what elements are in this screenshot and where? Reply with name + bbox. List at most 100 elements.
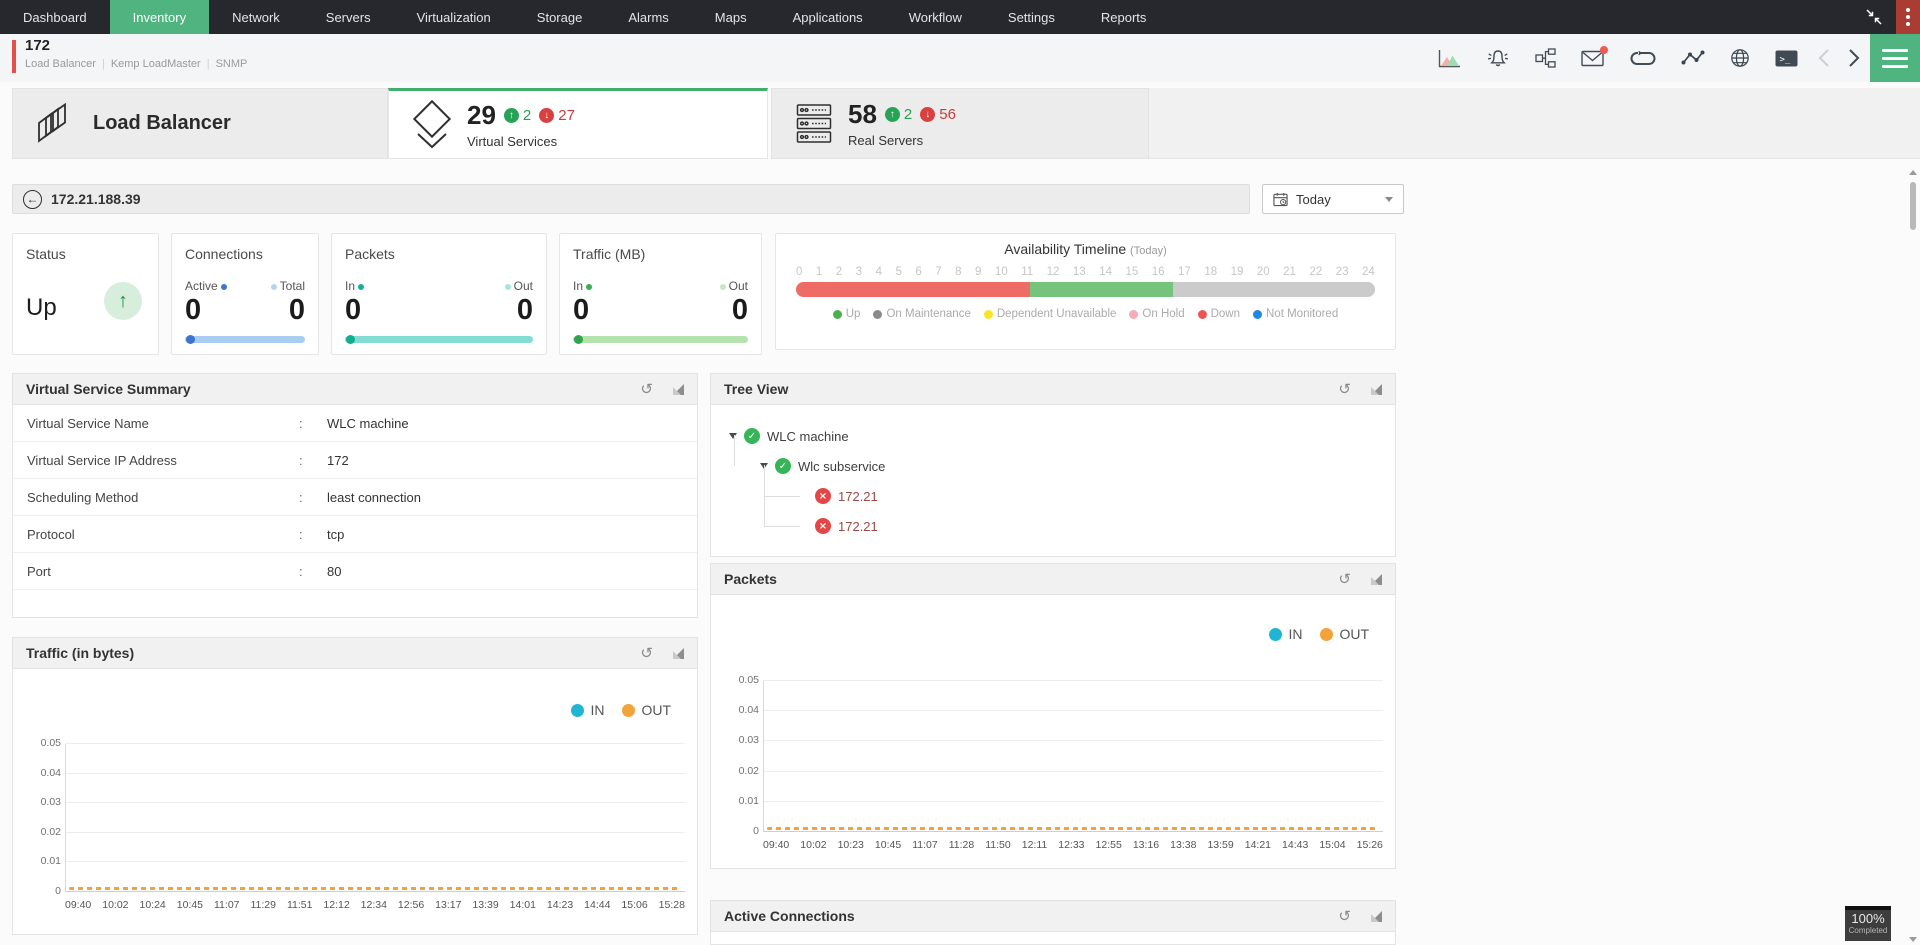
- expand-icon[interactable]: [673, 647, 684, 659]
- status-card: Status Up ↑: [12, 233, 159, 355]
- gridline: 0.01: [41, 855, 685, 867]
- date-range-select[interactable]: Today: [1262, 184, 1404, 214]
- summary-row-value: WLC machine: [327, 415, 409, 431]
- hour-label: 17: [1178, 266, 1191, 278]
- tree-node[interactable]: ✓ × Wlc subservice: [734, 435, 1395, 481]
- tab-title: Load Balancer: [93, 112, 231, 134]
- tree-node-label[interactable]: Wlc subservice: [798, 458, 886, 474]
- y-tick-label: 0: [55, 885, 61, 897]
- summary-row-label: Scheduling Method: [27, 489, 139, 505]
- x-tick-label: 10:24: [139, 899, 166, 911]
- menu-icon[interactable]: [1870, 34, 1920, 82]
- nav-item[interactable]: Alarms: [628, 9, 669, 25]
- x-tick-label: 10:02: [102, 899, 129, 911]
- rs-up-pill: ↑ 2: [884, 106, 912, 123]
- traffic-card: Traffic (MB) In Out 0 0: [559, 233, 762, 355]
- vs-down-pill: ↓ 27: [539, 107, 575, 124]
- summary-row: Scheduling Method : least connection: [13, 479, 697, 516]
- tab-real-servers[interactable]: 58 ↑ 2 ↓ 56 Real Servers: [771, 88, 1149, 159]
- mail-icon[interactable]: [1581, 45, 1608, 67]
- nav-item[interactable]: Servers: [325, 9, 371, 25]
- summary-row: Virtual Service Name : WLC machine: [13, 405, 697, 442]
- expand-arrow-icon[interactable]: [729, 433, 737, 439]
- terminal-icon[interactable]: >_: [1775, 50, 1798, 67]
- legend-item: On Maintenance: [873, 308, 971, 320]
- timeline-hours: 0 1 2 3 4 5 6 7 8 9 10 11 12 13 14 15 16 17 18 19 20 21 22 23 24: [796, 266, 1375, 278]
- nav-item[interactable]: Dashboard: [23, 9, 87, 25]
- status-up-icon: ↑: [104, 282, 142, 320]
- link-icon[interactable]: [1630, 50, 1656, 66]
- metric-dot: [586, 283, 593, 290]
- legend-item[interactable]: OUT: [622, 702, 671, 718]
- breadcrumb-item[interactable]: SNMP: [201, 58, 248, 70]
- timeline-title: Availability Timeline (Today): [1004, 241, 1167, 257]
- chevron-right-icon[interactable]: [1846, 48, 1862, 68]
- up-arrow-icon: ↑: [884, 107, 900, 122]
- y-tick-label: 0: [753, 825, 759, 837]
- nav-item[interactable]: Reports: [1100, 9, 1147, 25]
- left-metric-value: 0: [573, 294, 590, 326]
- refresh-icon[interactable]: ↺: [1338, 906, 1351, 925]
- hour-label: 19: [1230, 266, 1244, 278]
- sparkline-icon[interactable]: [1681, 50, 1705, 66]
- timeline-subtitle: (Today): [1130, 245, 1167, 257]
- nav-item[interactable]: Applications: [792, 9, 863, 25]
- tab-virtual-services[interactable]: 29 ↑ 2 ↓ 27 Virtual Services: [388, 88, 768, 159]
- vs-down-count: 27: [558, 107, 575, 124]
- hour-label: 3: [855, 266, 863, 278]
- tree-node[interactable]: ✓ × WLC machine: [729, 421, 1395, 451]
- left-metric-value: 0: [345, 294, 362, 326]
- back-icon[interactable]: ←: [23, 189, 42, 209]
- tree-node-label[interactable]: 172.21: [838, 518, 878, 534]
- refresh-icon[interactable]: ↺: [640, 379, 653, 398]
- nav-item[interactable]: Inventory: [109, 0, 210, 34]
- scroll-down-icon[interactable]: [1909, 937, 1917, 942]
- expand-icon[interactable]: [1371, 910, 1382, 922]
- scrollbar-handle[interactable]: [1910, 182, 1916, 230]
- breadcrumb-item[interactable]: Kemp LoadMaster: [96, 58, 201, 70]
- workflow-icon[interactable]: [1535, 48, 1556, 68]
- x-tick-label: 15:04: [1319, 839, 1346, 851]
- tree-node[interactable]: ✓ × 172.21: [764, 465, 1395, 511]
- scroll-up-icon[interactable]: [1909, 170, 1917, 175]
- expand-icon[interactable]: [1371, 383, 1382, 395]
- completion-badge: 100% Completed: [1845, 906, 1891, 941]
- left-metric-label: In: [345, 279, 367, 293]
- nav-item[interactable]: Workflow: [908, 9, 962, 25]
- tab-load-balancer[interactable]: Load Balancer: [12, 88, 388, 159]
- refresh-icon[interactable]: ↺: [640, 643, 653, 662]
- area-chart-icon[interactable]: [1438, 49, 1461, 68]
- timeline-bar[interactable]: [796, 282, 1375, 297]
- nav-item[interactable]: Storage: [536, 9, 583, 25]
- x-tick-label: 10:45: [176, 899, 204, 911]
- nav-item[interactable]: Virtualization: [416, 9, 491, 25]
- globe-icon[interactable]: [1730, 48, 1750, 68]
- refresh-icon[interactable]: ↺: [1338, 569, 1351, 588]
- nav-item[interactable]: Network: [232, 9, 280, 25]
- expand-icon[interactable]: [1371, 573, 1382, 585]
- alarm-bell-icon[interactable]: [1486, 48, 1510, 68]
- legend-item[interactable]: IN: [571, 702, 604, 718]
- breadcrumb-item[interactable]: Load Balancer: [25, 58, 96, 70]
- refresh-icon[interactable]: ↺: [1338, 379, 1351, 398]
- hour-label: 4: [875, 266, 882, 278]
- tree-node-label[interactable]: 172.21: [838, 488, 878, 504]
- tree-node-label[interactable]: WLC machine: [767, 428, 849, 444]
- connections-card: Connections Active Total 0 0: [171, 233, 319, 355]
- hour-label: 18: [1204, 266, 1218, 278]
- gridline: 0.03: [41, 796, 685, 808]
- collapse-icon[interactable]: [1852, 0, 1896, 34]
- y-axis: [763, 681, 764, 832]
- down-arrow-icon: ↓: [920, 107, 936, 122]
- page-scrollbar[interactable]: [1907, 170, 1919, 942]
- legend-item[interactable]: IN: [1269, 626, 1302, 642]
- x-tick-label: 12:12: [323, 899, 350, 911]
- nav-item[interactable]: Maps: [714, 9, 747, 25]
- chevron-left-icon[interactable]: [1816, 48, 1832, 68]
- tree-node[interactable]: ✓ × 172.21: [764, 495, 1395, 541]
- nav-item[interactable]: Settings: [1007, 9, 1055, 25]
- y-tick-label: 0.04: [738, 704, 759, 717]
- legend-item[interactable]: OUT: [1320, 626, 1369, 642]
- expand-icon[interactable]: [673, 383, 684, 395]
- more-options-icon[interactable]: [1896, 0, 1920, 34]
